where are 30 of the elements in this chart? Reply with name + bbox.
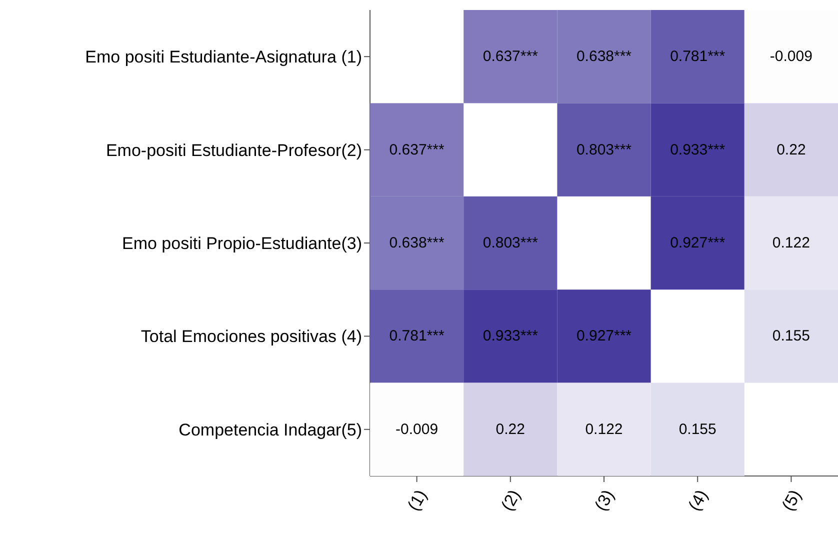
x-tick-label: (2) — [497, 486, 524, 514]
data-label: 0.927*** — [670, 234, 726, 252]
data-label: 0.637*** — [389, 141, 444, 158]
data-label: 0.637*** — [482, 48, 538, 66]
x-tick-label: (1) — [404, 486, 431, 514]
x-tick-label: (4) — [684, 486, 712, 514]
y-tick-label: Emo-positi Estudiante-Profesor(2) — [106, 140, 362, 160]
data-label: -0.009 — [770, 48, 812, 66]
data-label: 0.638*** — [389, 234, 444, 252]
data-label: 0.781*** — [670, 48, 726, 66]
data-label: 0.155 — [772, 328, 810, 345]
data-label: 0.122 — [585, 420, 623, 438]
x-tick-label: (5) — [778, 486, 806, 514]
data-label: 0.781*** — [389, 328, 444, 345]
y-tick-label: Emo positi Estudiante-Asignatura (1) — [85, 48, 362, 67]
data-label: 0.933*** — [670, 141, 726, 158]
data-label: 0.22 — [776, 141, 806, 158]
y-tick-label: Emo positi Propio-Estudiante(3) — [122, 234, 362, 254]
data-label: 0.22 — [496, 420, 525, 438]
x-tick-label: (3) — [591, 486, 618, 514]
data-label: 0.803*** — [482, 234, 538, 252]
y-tick-label: Total Emociones positivas (4) — [140, 327, 362, 346]
data-label: 0.155 — [678, 420, 716, 438]
data-label: 0.122 — [772, 234, 810, 252]
y-tick-label: Competencia Indagar(5) — [178, 420, 362, 440]
data-label: -0.009 — [396, 420, 438, 438]
data-label: 0.927*** — [576, 328, 632, 345]
data-label: 0.803*** — [576, 141, 632, 158]
data-label: 0.638*** — [576, 48, 632, 66]
data-label: 0.933*** — [482, 328, 538, 345]
